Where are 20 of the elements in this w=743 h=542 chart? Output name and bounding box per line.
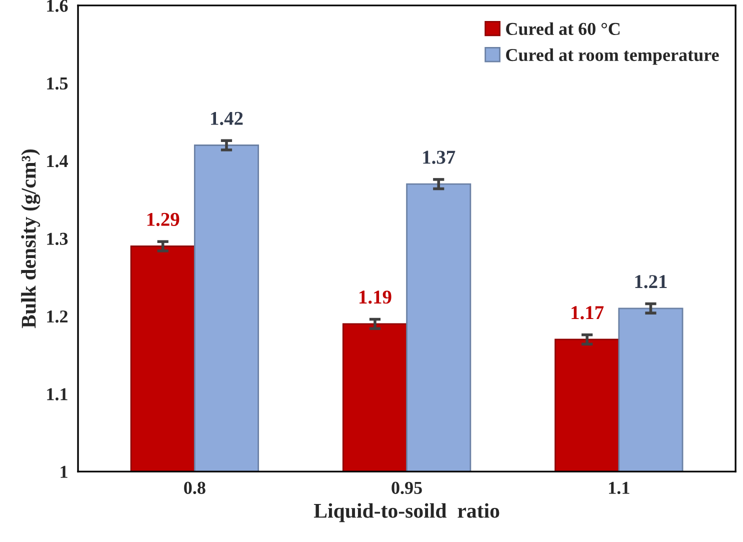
y-tick-label: 1.5 xyxy=(47,77,68,90)
x-tick-label: 1.1 xyxy=(609,482,630,494)
data-label: 1.21 xyxy=(635,275,667,288)
y-tick-label: 1 xyxy=(60,466,68,478)
data-label: 1.29 xyxy=(147,212,180,226)
x-axis-title: Liquid-to-soild ratio xyxy=(314,503,500,522)
y-tick-label: 1.3 xyxy=(47,232,68,245)
y-tick-label: 1.1 xyxy=(47,388,68,400)
legend-label: Cured at 60 °C xyxy=(506,22,620,36)
data-label: 1.17 xyxy=(572,306,604,320)
data-label: 1.42 xyxy=(211,112,243,126)
x-tick-label: 0.95 xyxy=(392,482,422,494)
data-label: 1.19 xyxy=(360,290,392,304)
x-tick-label: 0.8 xyxy=(184,482,206,494)
y-tick-label: 1.6 xyxy=(47,0,68,12)
legend-label: Cured at room temperature xyxy=(506,48,719,65)
y-tick-label: 1.2 xyxy=(47,310,68,323)
y-tick-label: 1.4 xyxy=(47,155,68,168)
y-axis-title: Bulk density (g/cm³) xyxy=(21,149,40,328)
data-label: 1.37 xyxy=(423,150,456,164)
